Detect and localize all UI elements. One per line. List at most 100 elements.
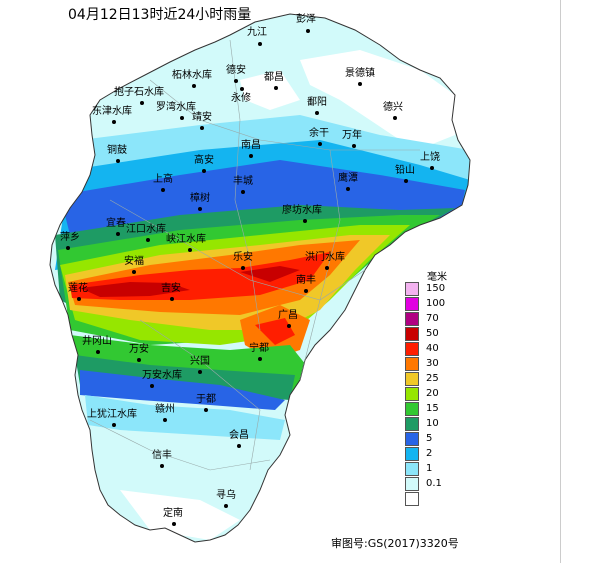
place-label: 乐安 (233, 252, 253, 263)
place-label: 江口水库 (126, 224, 166, 235)
place-dot (77, 297, 81, 301)
legend-swatch (405, 372, 419, 386)
place-dot (163, 418, 167, 422)
place-dot (393, 116, 397, 120)
legend-label: 40 (426, 343, 439, 354)
legend-swatch (405, 477, 419, 491)
place-label: 铅山 (395, 165, 415, 176)
legend-label: 70 (426, 313, 439, 324)
place-label: 都昌 (264, 72, 284, 83)
place-label: 九江 (247, 27, 267, 38)
place-dot (132, 270, 136, 274)
place-dot (146, 238, 150, 242)
place-dot (192, 84, 196, 88)
place-label: 南昌 (241, 140, 261, 151)
place-dot (346, 187, 350, 191)
place-dot (116, 159, 120, 163)
place-label: 定南 (163, 508, 183, 519)
place-label: 景德镇 (345, 68, 375, 79)
place-label: 于都 (196, 394, 216, 405)
place-dot (116, 232, 120, 236)
place-label: 余干 (309, 128, 329, 139)
legend-label: 0.1 (426, 478, 442, 489)
legend-swatch (405, 342, 419, 356)
place-dot (224, 504, 228, 508)
legend-label: 30 (426, 358, 439, 369)
place-dot (234, 79, 238, 83)
place-label: 罗湾水库 (156, 102, 196, 113)
legend-swatch (405, 387, 419, 401)
legend-swatch (405, 297, 419, 311)
place-label: 赣州 (155, 404, 175, 415)
place-label: 万年 (342, 130, 362, 141)
place-dot (241, 266, 245, 270)
place-label: 寻乌 (216, 490, 236, 501)
place-dot (274, 86, 278, 90)
legend-swatch (405, 402, 419, 416)
place-dot (258, 357, 262, 361)
place-label: 宜春 (106, 218, 126, 229)
legend-label: 5 (426, 433, 433, 444)
place-dot (112, 423, 116, 427)
place-label: 德安 (226, 65, 246, 76)
place-label: 洪门水库 (305, 252, 345, 263)
place-dot (352, 144, 356, 148)
place-dot (258, 42, 262, 46)
place-label: 高安 (194, 155, 214, 166)
place-label: 井冈山 (82, 336, 112, 347)
legend-label: 1 (426, 463, 433, 474)
place-dot (66, 246, 70, 250)
legend-label: 100 (426, 298, 446, 309)
place-dot (241, 190, 245, 194)
place-dot (160, 464, 164, 468)
place-dot (358, 82, 362, 86)
place-dot (287, 324, 291, 328)
place-dot (204, 408, 208, 412)
place-label: 樟树 (190, 193, 210, 204)
place-label: 上犹江水库 (87, 409, 137, 420)
place-label: 会昌 (229, 430, 249, 441)
place-dot (170, 297, 174, 301)
place-label: 安福 (124, 256, 144, 267)
place-dot (318, 142, 322, 146)
legend-label: 15 (426, 403, 439, 414)
place-label: 万安水库 (142, 370, 182, 381)
legend-swatch (405, 357, 419, 371)
legend-label: 20 (426, 388, 439, 399)
place-dot (172, 522, 176, 526)
place-dot (237, 444, 241, 448)
place-label: 上高 (153, 174, 173, 185)
place-label: 信丰 (152, 450, 172, 461)
legend-swatch (405, 447, 419, 461)
place-label: 彭泽 (296, 14, 316, 25)
place-dot (137, 358, 141, 362)
legend-label: 50 (426, 328, 439, 339)
rainfall-legend: 毫米 150 100 70 50 40 30 25 20 15 10 5 2 1 0.1 (405, 268, 475, 516)
place-label: 鄱阳 (307, 97, 327, 108)
place-label: 兴国 (190, 356, 210, 367)
place-dot (198, 370, 202, 374)
place-label: 峡江水库 (166, 234, 206, 245)
approval-number: 审图号:GS(2017)3320号 (331, 537, 459, 550)
legend-label: 25 (426, 373, 439, 384)
legend-swatch (405, 432, 419, 446)
place-label: 铜鼓 (107, 145, 127, 156)
place-dot (202, 169, 206, 173)
place-dot (315, 111, 319, 115)
place-label: 南丰 (296, 275, 316, 286)
place-label: 东津水库 (92, 106, 132, 117)
place-label: 德兴 (383, 102, 403, 113)
legend-label: 10 (426, 418, 439, 429)
place-dot (325, 266, 329, 270)
place-dot (161, 188, 165, 192)
legend-swatch (405, 417, 419, 431)
legend-swatch (405, 282, 419, 296)
place-label: 抱子石水库 (114, 87, 164, 98)
legend-label: 150 (426, 283, 446, 294)
place-label: 宁都 (249, 343, 269, 354)
place-dot (96, 350, 100, 354)
place-label: 廖坊水库 (282, 205, 322, 216)
place-dot (180, 116, 184, 120)
legend-label: 2 (426, 448, 433, 459)
place-label: 丰城 (233, 176, 253, 187)
